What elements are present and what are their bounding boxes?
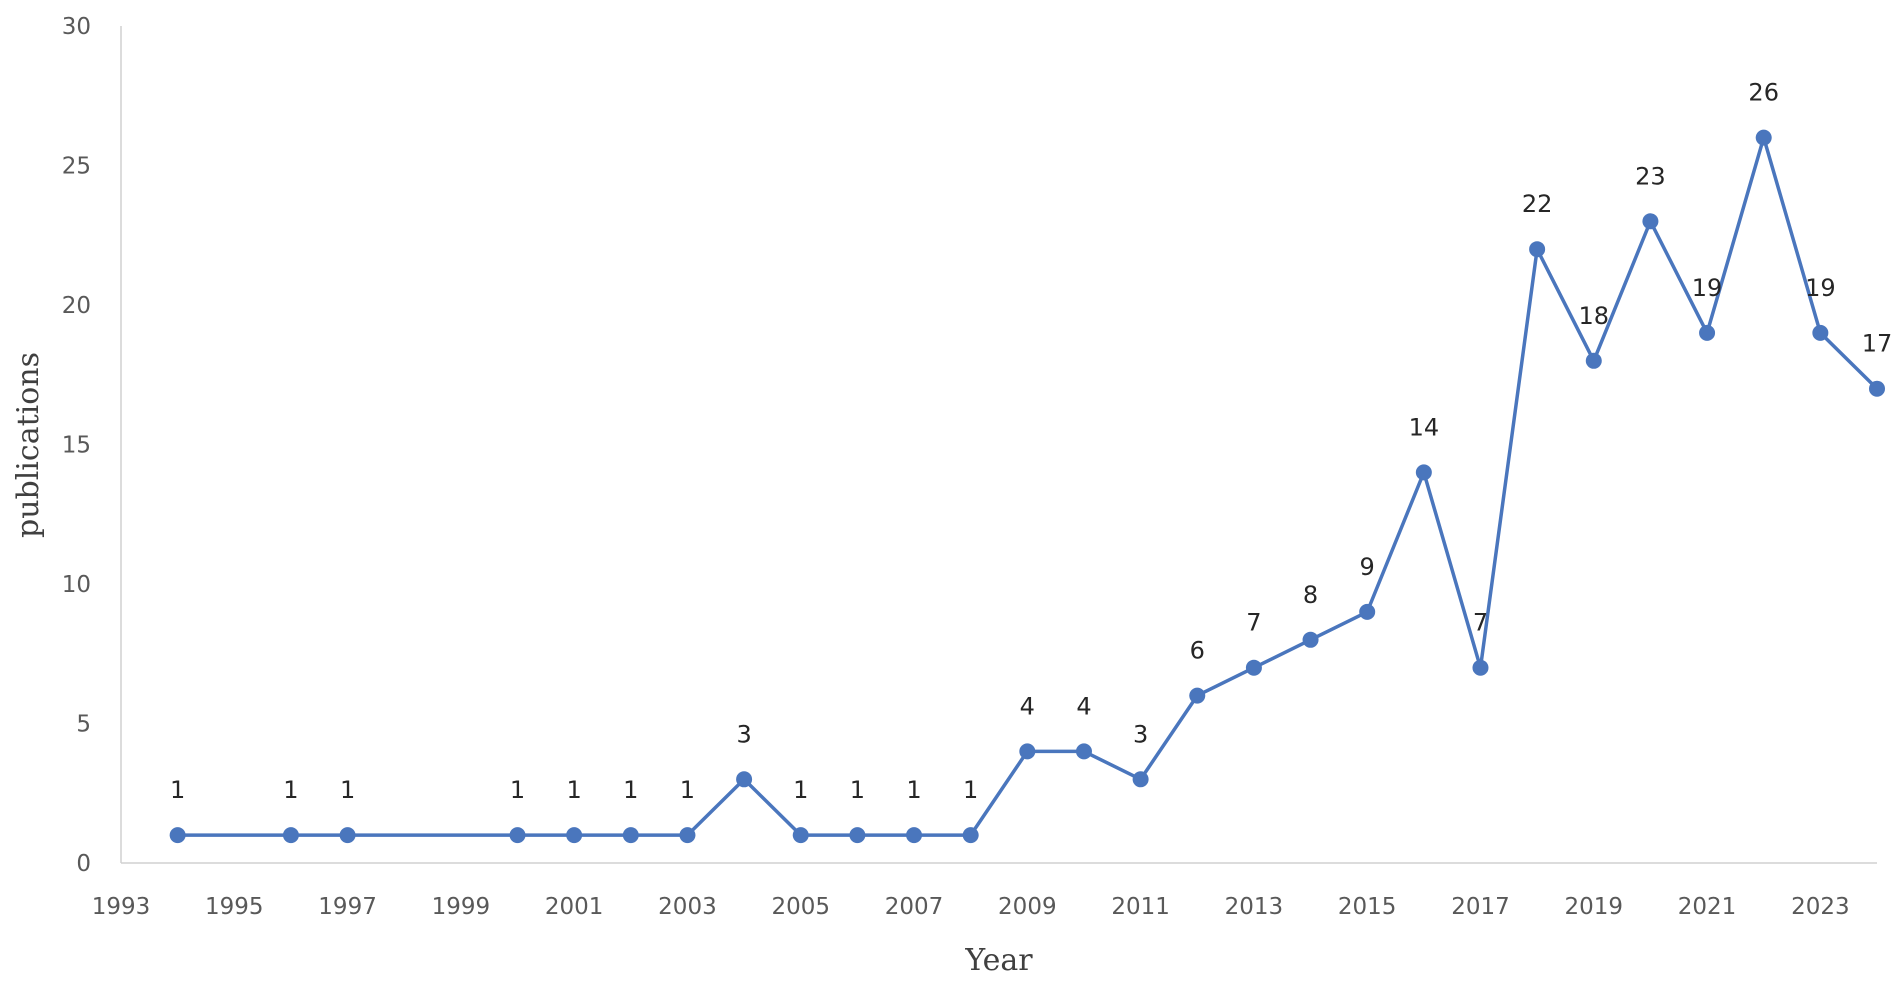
data-point: [509, 827, 526, 844]
data-point: [679, 827, 696, 844]
x-tick-label: 2009: [998, 894, 1057, 920]
y-tick-label: 15: [62, 433, 91, 459]
series-layer: [169, 129, 1885, 844]
x-tick-label: 2013: [1225, 894, 1284, 920]
data-label: 9: [1360, 553, 1375, 581]
x-tick-label: 1995: [205, 894, 264, 920]
series-line: [177, 135, 1879, 837]
data-point: [1075, 743, 1092, 760]
data-point: [1415, 464, 1432, 481]
y-tick-label: 20: [62, 293, 91, 319]
y-tick-label: 25: [62, 154, 91, 180]
data-point: [849, 827, 866, 844]
data-point: [339, 827, 356, 844]
data-label: 7: [1473, 609, 1488, 637]
data-point: [736, 771, 753, 788]
data-point: [1019, 743, 1036, 760]
data-point: [1359, 603, 1376, 620]
data-point: [1642, 213, 1659, 230]
data-label: 1: [906, 776, 921, 804]
data-point: [622, 827, 639, 844]
data-label: 1: [510, 776, 525, 804]
x-tick-label: 2017: [1451, 894, 1510, 920]
x-tick-label: 2003: [658, 894, 717, 920]
data-point: [1755, 129, 1772, 146]
data-point: [1869, 380, 1885, 397]
data-label: 1: [567, 776, 582, 804]
y-axis-title: publications: [11, 352, 46, 538]
x-tick-label: 2001: [545, 894, 604, 920]
data-label: 3: [736, 720, 751, 748]
data-label: 23: [1635, 162, 1666, 190]
x-tick-label: 2019: [1565, 894, 1624, 920]
data-point: [1699, 324, 1716, 341]
x-axis-title: Year: [964, 943, 1033, 978]
data-point: [906, 827, 923, 844]
y-tick-label: 10: [62, 572, 91, 598]
data-point: [1585, 352, 1602, 369]
data-point: [1189, 687, 1206, 704]
data-label: 1: [963, 776, 978, 804]
data-point: [1132, 771, 1149, 788]
data-label: 6: [1190, 637, 1205, 665]
data-label: 1: [850, 776, 865, 804]
data-label: 4: [1020, 692, 1035, 720]
y-tick-label: 0: [76, 851, 91, 877]
data-label: 1: [793, 776, 808, 804]
x-tick-label: 1993: [92, 894, 151, 920]
data-label: 1: [623, 776, 638, 804]
y-tick-label: 30: [62, 14, 91, 40]
data-label: 17: [1862, 330, 1893, 358]
x-tick-label: 2011: [1111, 894, 1170, 920]
data-point: [1245, 659, 1262, 676]
data-label: 7: [1246, 609, 1261, 637]
data-label: 19: [1692, 274, 1723, 302]
data-point: [1302, 631, 1319, 648]
x-tick-label: 2005: [771, 894, 830, 920]
data-label: 1: [680, 776, 695, 804]
data-label: 3: [1133, 720, 1148, 748]
data-label: 14: [1409, 413, 1440, 441]
data-point: [566, 827, 583, 844]
x-tick-label: 2023: [1791, 894, 1850, 920]
x-tick-label: 2007: [885, 894, 944, 920]
data-label: 8: [1303, 581, 1318, 609]
data-label: 1: [283, 776, 298, 804]
data-point: [282, 827, 299, 844]
data-point: [1529, 241, 1546, 258]
data-point: [1812, 324, 1829, 341]
data-label: 19: [1805, 274, 1836, 302]
data-point: [169, 827, 186, 844]
data-label: 26: [1748, 79, 1779, 107]
data-label: 4: [1076, 692, 1091, 720]
y-tick-label: 5: [76, 712, 91, 738]
data-label: 1: [340, 776, 355, 804]
x-tick-label: 2015: [1338, 894, 1397, 920]
data-point: [792, 827, 809, 844]
axes: 1993 1995 1997 1999 2001 2003 2005 2007 2009 2011…: [62, 14, 1877, 920]
x-tick-label: 1997: [318, 894, 377, 920]
x-tick-label: 2021: [1678, 894, 1737, 920]
data-label: 18: [1579, 302, 1610, 330]
x-tick-label: 1999: [432, 894, 491, 920]
data-point: [1472, 659, 1489, 676]
data-point: [962, 827, 979, 844]
data-label: 1: [170, 776, 185, 804]
data-label: 22: [1522, 190, 1553, 218]
